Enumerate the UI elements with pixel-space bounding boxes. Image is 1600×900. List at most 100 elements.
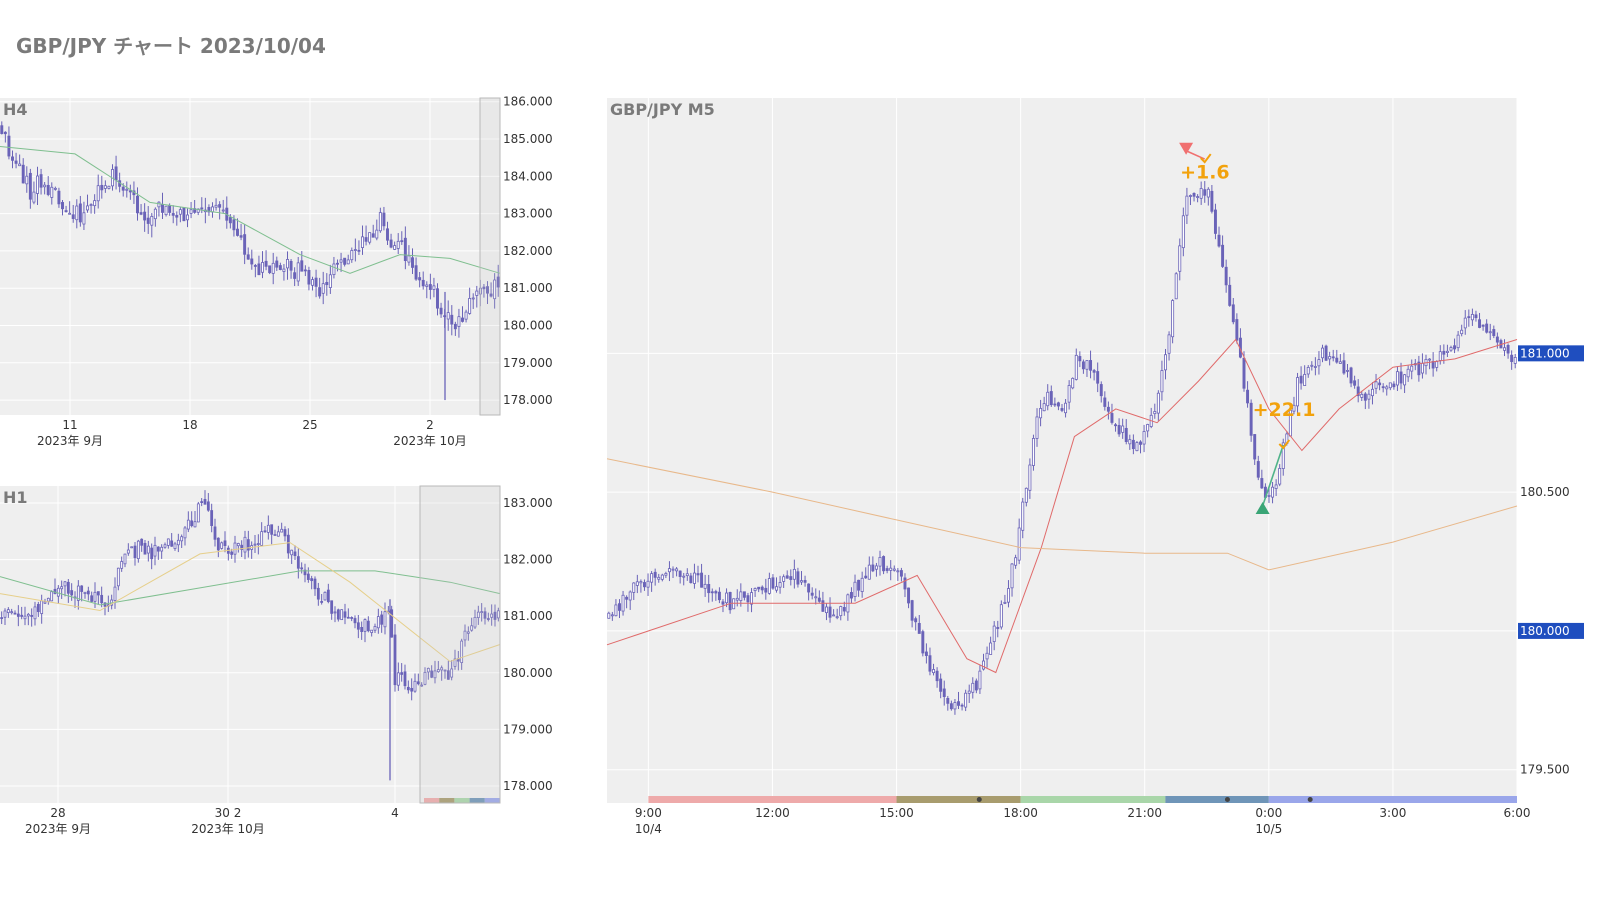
candle-body xyxy=(282,268,286,272)
candle-body xyxy=(725,592,729,604)
candle-body xyxy=(257,263,261,276)
candle-body xyxy=(246,254,250,260)
candle-body xyxy=(1378,382,1382,386)
plot-area xyxy=(607,98,1517,803)
x-tick-label: 6:00 xyxy=(1504,806,1531,820)
candle-body xyxy=(311,279,314,286)
x-tick-sublabel: 10/4 xyxy=(635,822,662,836)
x-tick-label: 4 xyxy=(391,806,399,820)
candle-body xyxy=(735,597,739,601)
candle-body xyxy=(33,606,37,620)
candle-body xyxy=(336,609,340,620)
candle-body xyxy=(223,540,227,547)
candle-body xyxy=(1199,188,1203,199)
candle-body xyxy=(473,616,477,628)
candle-body xyxy=(1485,323,1489,333)
candle-body xyxy=(196,208,200,213)
candle-body xyxy=(1510,354,1514,362)
candle-body xyxy=(321,283,325,294)
candle-body xyxy=(464,311,468,320)
trade-profit-label: +1.6 xyxy=(1180,162,1230,184)
candle-body xyxy=(143,211,147,221)
candle-body xyxy=(1428,358,1432,361)
candle-body xyxy=(1442,350,1446,355)
candle-body xyxy=(1495,336,1499,343)
candle-body xyxy=(339,259,343,263)
y-tick-label: 180.500 xyxy=(1520,485,1570,499)
candle-body xyxy=(314,277,318,287)
candle-body xyxy=(160,546,164,552)
candle-body xyxy=(1121,425,1125,433)
candle-body xyxy=(236,228,239,236)
candle-body xyxy=(878,556,882,567)
candle-body xyxy=(771,577,775,589)
candle-body xyxy=(717,591,721,601)
candle-body xyxy=(764,587,768,593)
candle-body xyxy=(214,204,218,208)
candle-body xyxy=(1303,374,1307,386)
candle-body xyxy=(196,503,200,523)
candle-body xyxy=(814,596,818,599)
candle-body xyxy=(1135,442,1139,452)
candle-body xyxy=(1445,350,1449,353)
candle-body xyxy=(1053,403,1057,406)
plot-area xyxy=(0,486,500,803)
candle-body xyxy=(625,596,629,600)
candle-body xyxy=(446,670,450,680)
candle-body xyxy=(1349,367,1353,384)
candle-body xyxy=(353,618,357,624)
buy-entry-marker xyxy=(1255,502,1270,515)
candle-body xyxy=(32,191,36,203)
candle-body xyxy=(114,166,118,181)
candle-body xyxy=(139,212,143,215)
candle-body xyxy=(1342,360,1346,374)
candle-body xyxy=(411,257,414,268)
candle-body xyxy=(1217,234,1221,247)
price-badge xyxy=(1518,622,1584,639)
session-dot xyxy=(976,797,982,802)
candle-body xyxy=(1374,381,1378,389)
candle-body xyxy=(1388,382,1392,389)
candle-body xyxy=(967,690,971,694)
x-tick-label: 11 xyxy=(62,418,77,432)
m5-chart: 181.000 180.500 180.000 179.500 9:00 10/4 12:0… xyxy=(606,98,1584,836)
candle-body xyxy=(1278,468,1282,485)
candle-body xyxy=(21,164,25,184)
x-tick-label: 2 xyxy=(426,418,434,432)
panel-title: H1 xyxy=(3,488,28,507)
candle-body xyxy=(89,204,93,206)
candle-body xyxy=(6,609,10,613)
candle-body xyxy=(376,616,380,629)
candle-body xyxy=(807,583,811,593)
candle-body xyxy=(75,205,79,221)
candle-body xyxy=(1478,319,1481,328)
candle-body xyxy=(650,573,654,583)
candle-body xyxy=(864,575,868,579)
candle-body xyxy=(1431,361,1435,369)
candle-body xyxy=(643,582,646,588)
candle-body xyxy=(153,544,157,557)
candle-body xyxy=(276,531,280,537)
candle-body xyxy=(728,591,732,611)
candle-body xyxy=(413,680,417,692)
candle-body xyxy=(1246,389,1250,404)
candle-body xyxy=(496,276,500,288)
candle-body xyxy=(1153,411,1157,415)
candle-body xyxy=(350,617,354,619)
candle-body xyxy=(443,669,447,672)
candle-body xyxy=(824,606,828,614)
candle-body xyxy=(43,184,47,188)
session-band xyxy=(424,798,440,803)
candle-body xyxy=(390,609,394,638)
y-tick-label: 178.000 xyxy=(503,779,553,793)
candle-body xyxy=(316,587,320,600)
candle-body xyxy=(646,580,650,588)
candle-body xyxy=(173,543,177,549)
candle-body xyxy=(100,594,104,604)
candle-body xyxy=(221,209,225,212)
candle-body xyxy=(1085,360,1089,370)
candle-body xyxy=(407,255,411,263)
candle-body xyxy=(1324,345,1328,361)
candle-body xyxy=(457,316,461,327)
candle-body xyxy=(378,212,382,232)
